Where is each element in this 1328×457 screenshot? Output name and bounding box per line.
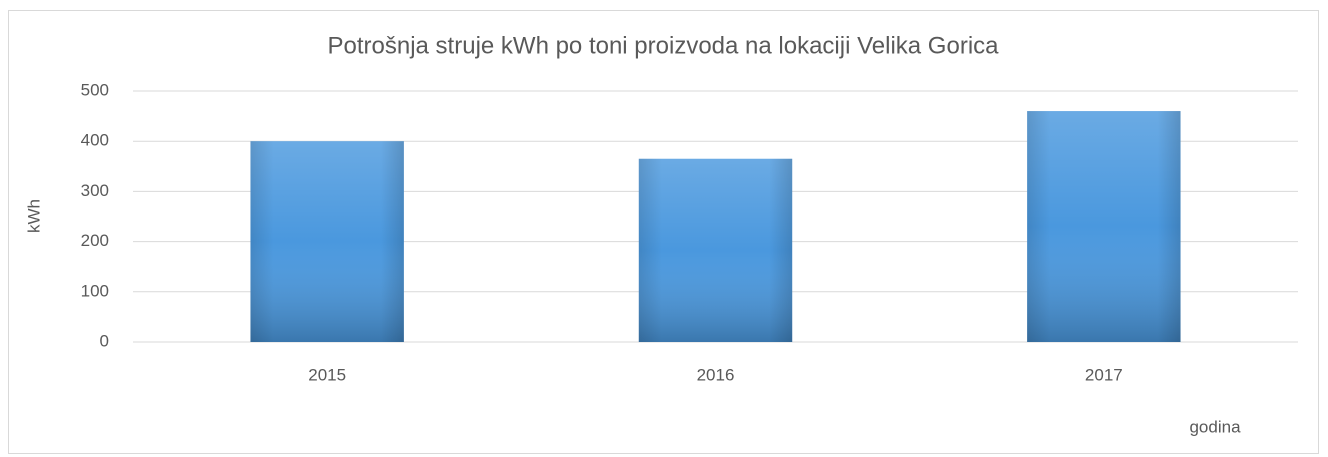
y-tick-label: 0 [100, 331, 109, 350]
y-tick-label: 500 [81, 80, 109, 99]
x-tick-label: 2015 [308, 365, 346, 384]
bar [250, 141, 404, 342]
chart-border [8, 10, 1319, 454]
y-tick-label: 100 [81, 281, 109, 300]
bar [1027, 111, 1181, 342]
y-tick-label: 300 [81, 181, 109, 200]
x-tick-label: 2017 [1085, 365, 1123, 384]
y-tick-label: 200 [81, 231, 109, 250]
y-tick-label: 400 [81, 131, 109, 150]
x-axis-label: godina [1189, 417, 1241, 436]
y-axis-label: kWh [24, 199, 43, 233]
x-tick-label: 2016 [697, 365, 735, 384]
bar [638, 158, 793, 342]
chart-title: Potrošnja struje kWh po toni proizvoda n… [328, 32, 1000, 59]
